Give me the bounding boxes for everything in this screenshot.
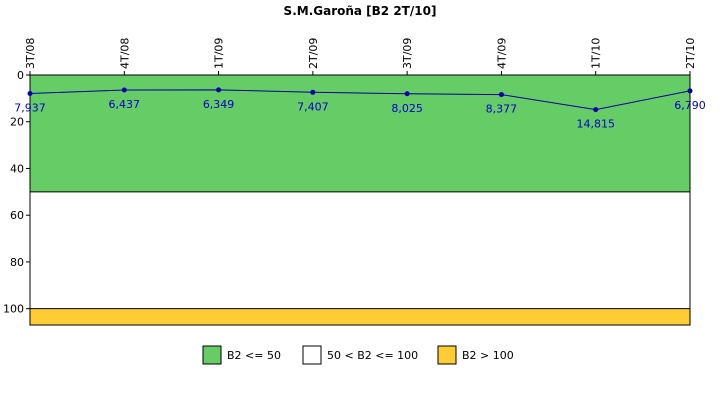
- x-tick-label: 1T/09: [213, 38, 226, 69]
- y-tick-label: 20: [10, 116, 24, 129]
- y-tick-label: 60: [10, 209, 24, 222]
- data-label: 8,377: [486, 103, 518, 116]
- data-point: [593, 107, 599, 113]
- x-tick-label: 3T/09: [401, 38, 414, 69]
- legend-label: 50 < B2 <= 100: [327, 349, 418, 362]
- series-polyline: [29, 89, 691, 111]
- data-point: [498, 92, 504, 98]
- data-label: 14,815: [576, 118, 615, 131]
- data-label: 6,790: [674, 99, 706, 112]
- band-0: [30, 75, 690, 192]
- x-tick-label: 1T/10: [590, 38, 603, 69]
- legend-swatch: [202, 345, 222, 365]
- series-line: 7,937 6,437 6,349 7,407 8,025 8,377 14,815 6,79…: [14, 87, 706, 131]
- plot-frame: [29, 74, 691, 326]
- data-point: [404, 91, 410, 97]
- y-axis: 0 20 40 60 80 100: [3, 69, 30, 316]
- data-label: 6,437: [109, 98, 141, 111]
- legend: B2 <= 50 50 < B2 <= 100 B2 > 100: [202, 345, 514, 365]
- data-point: [216, 87, 222, 93]
- legend-label: B2 <= 50: [227, 349, 281, 362]
- chart-bands: [30, 75, 690, 325]
- data-label: 7,937: [14, 102, 46, 115]
- y-tick-label: 100: [3, 303, 24, 316]
- data-label: 8,025: [391, 102, 423, 115]
- band-2: [30, 308, 690, 325]
- data-label: 7,407: [297, 100, 329, 113]
- band-1: [30, 191, 690, 309]
- x-tick-label: 2T/09: [307, 38, 320, 69]
- y-tick-label: 40: [10, 162, 24, 175]
- data-point: [121, 87, 127, 93]
- data-point: [310, 89, 316, 95]
- y-tick-label: 0: [17, 69, 24, 82]
- x-tick-label: 3T/08: [24, 38, 37, 69]
- data-point: [687, 88, 693, 94]
- x-tick-label: 4T/09: [495, 38, 508, 69]
- legend-swatch: [437, 345, 457, 365]
- y-tick-label: 80: [10, 256, 24, 269]
- x-tick-label: 4T/08: [118, 38, 131, 69]
- x-axis: 3T/08 4T/08 1T/09 2T/09 3T/09 4T/09 1T/10 2T/10: [24, 38, 697, 75]
- data-label: 6,349: [203, 98, 235, 111]
- chart-title: S.M.Garoña [B2 2T/10]: [284, 4, 437, 18]
- data-point: [27, 91, 33, 97]
- legend-swatch: [302, 345, 322, 365]
- x-tick-label: 2T/10: [684, 38, 697, 69]
- legend-label: B2 > 100: [462, 349, 514, 362]
